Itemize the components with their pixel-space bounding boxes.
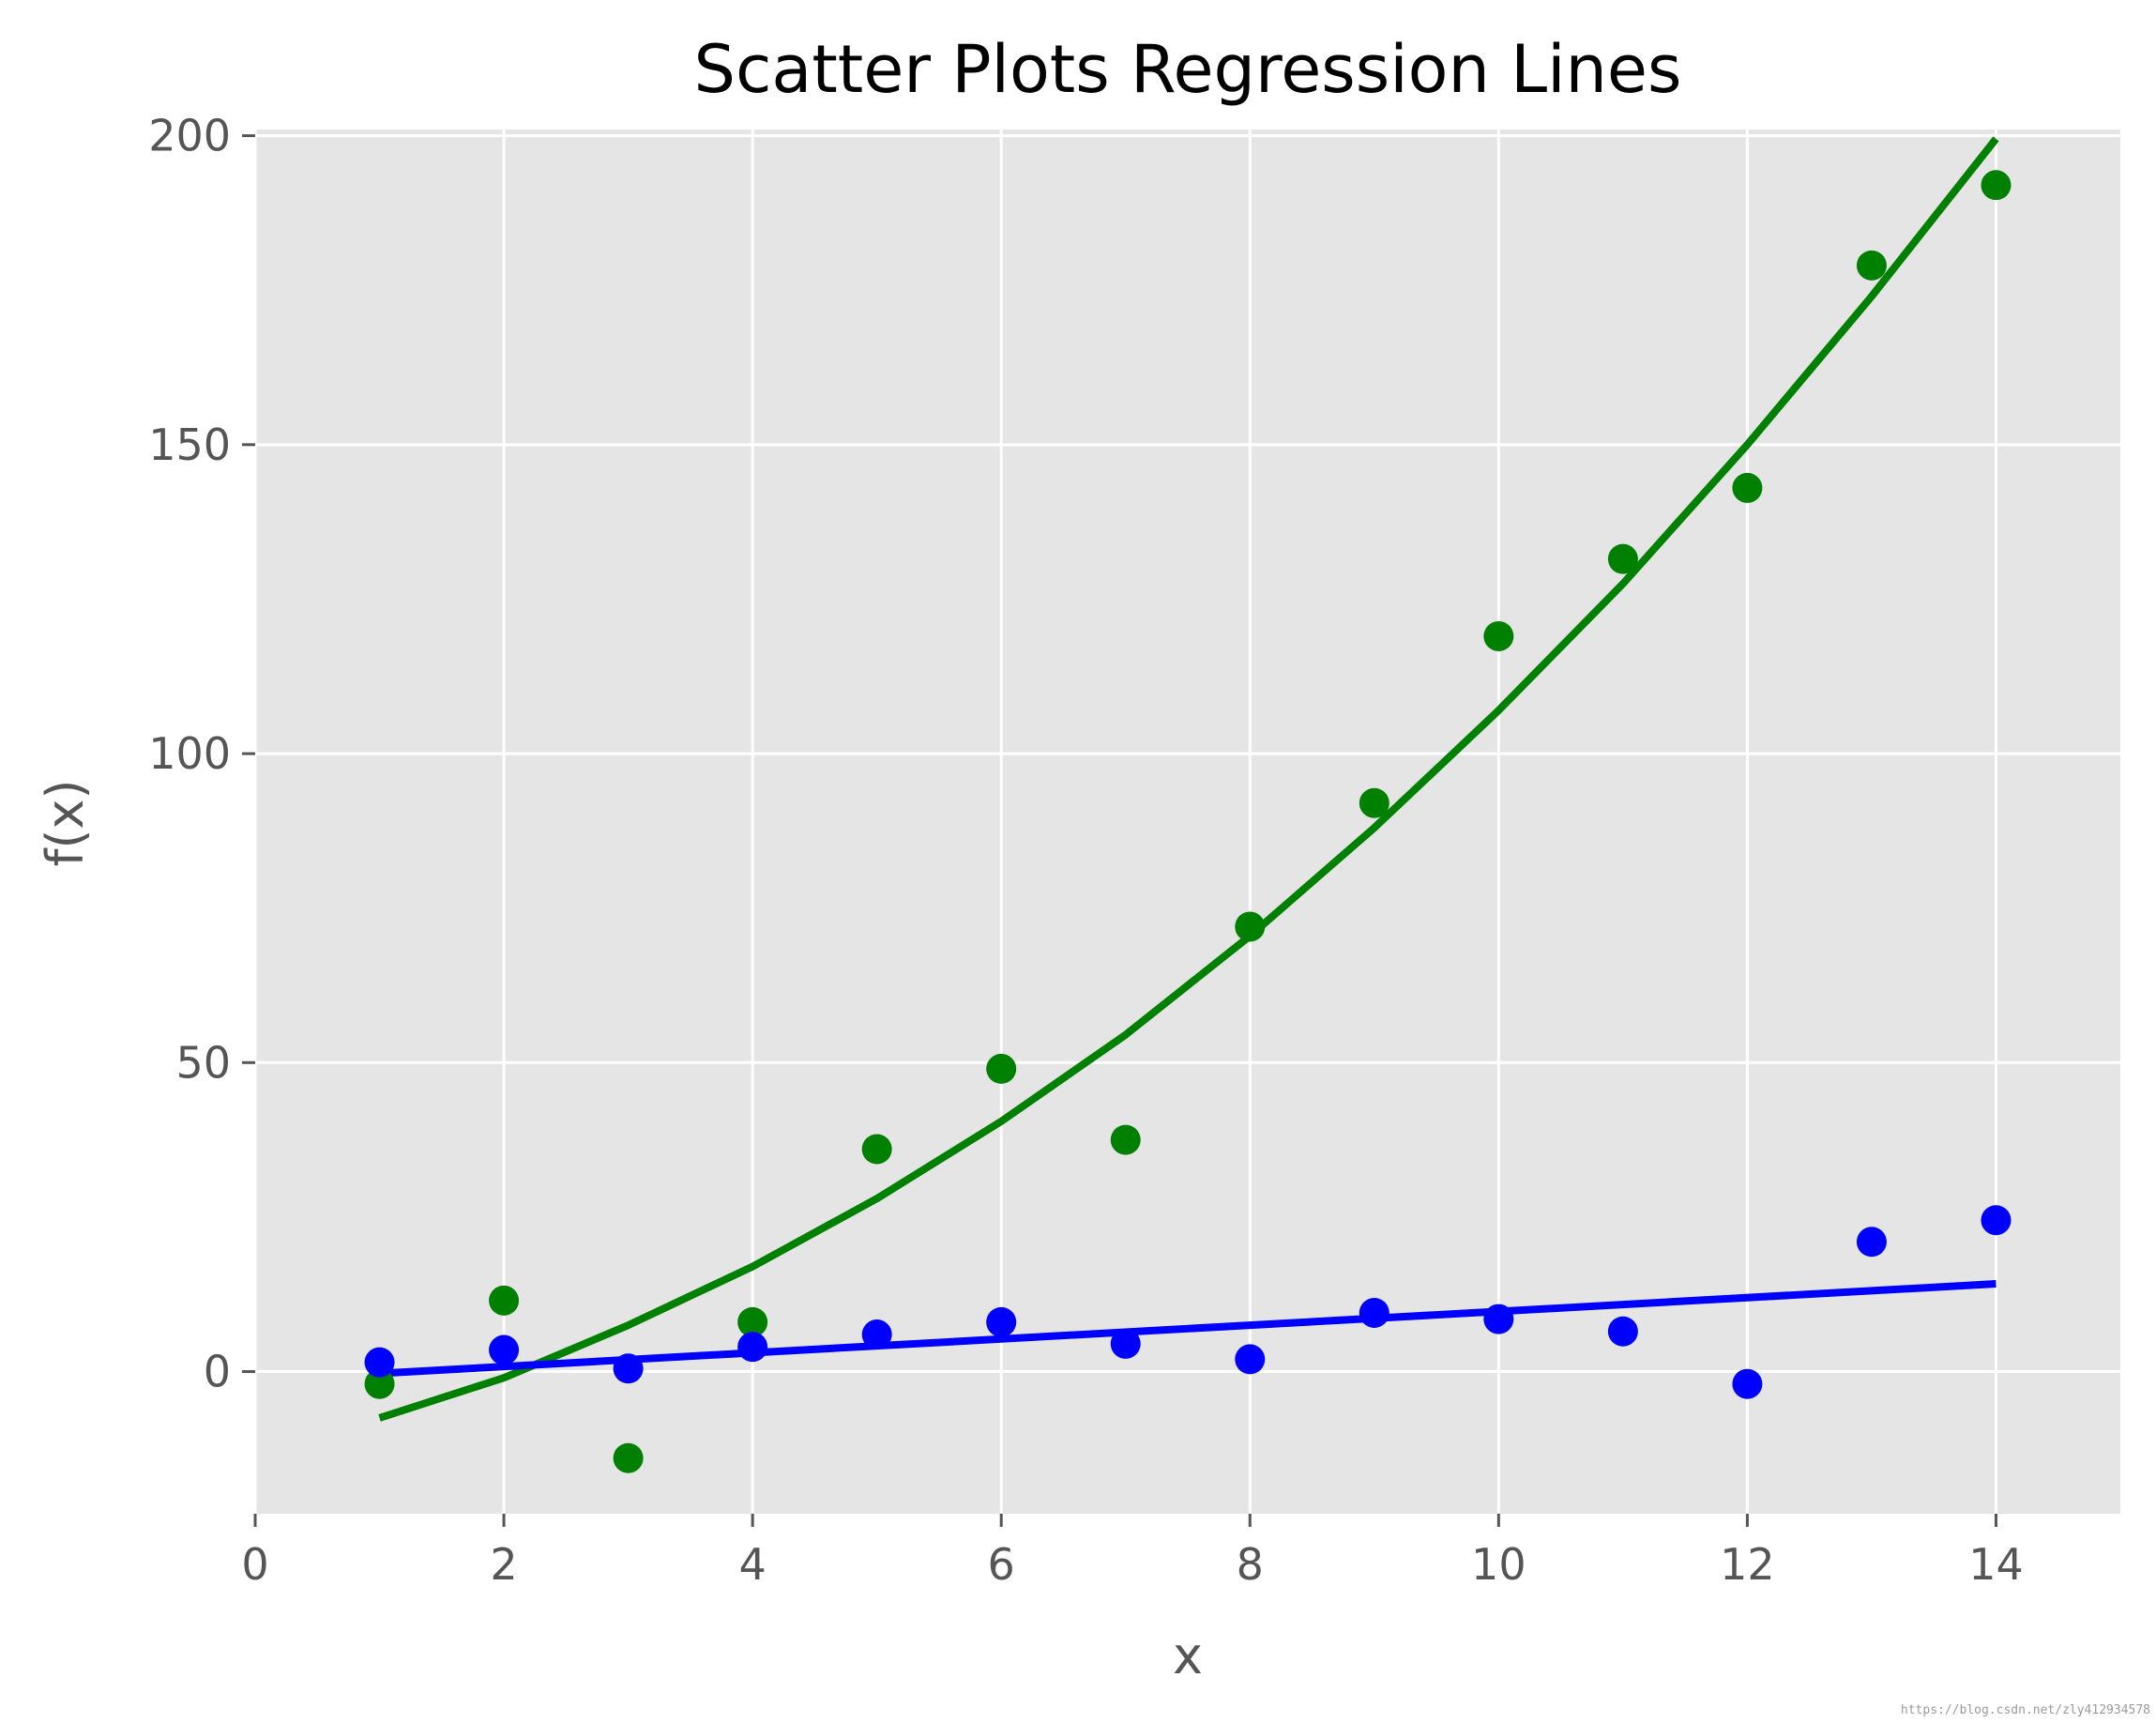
x-axis-label: x bbox=[1173, 1626, 1203, 1685]
watermark: https://blog.csdn.net/zly412934578 bbox=[1901, 1703, 2150, 1717]
blue-data-point bbox=[364, 1347, 395, 1378]
green-data-point bbox=[489, 1285, 520, 1316]
blue-regression-line bbox=[379, 1280, 1997, 1378]
x-tick-label: 10 bbox=[1471, 1539, 1526, 1590]
y-tick-label: 0 bbox=[204, 1347, 231, 1397]
green-data-point bbox=[1732, 472, 1763, 503]
blue-data-point bbox=[1110, 1328, 1141, 1359]
green-data-point bbox=[613, 1442, 644, 1473]
axes: 0 2 4 6 8 10 12 14 0 50 100 150 200 bbox=[148, 111, 2024, 1590]
blue-data-point bbox=[613, 1353, 644, 1384]
blue-data-point bbox=[1607, 1316, 1638, 1347]
x-tick-label: 12 bbox=[1720, 1539, 1775, 1590]
blue-data-point bbox=[1359, 1297, 1389, 1328]
plot-area bbox=[255, 130, 2120, 1514]
green-regression-line bbox=[378, 136, 1999, 1422]
blue-data-point bbox=[986, 1306, 1017, 1337]
green-data-point bbox=[1235, 911, 1266, 942]
grid bbox=[253, 130, 2120, 1514]
blue-data-point bbox=[737, 1332, 768, 1363]
green-data-point bbox=[1110, 1124, 1141, 1155]
green-data-point bbox=[861, 1134, 892, 1165]
green-data-point bbox=[1607, 543, 1638, 574]
green-data-point bbox=[1483, 620, 1514, 651]
green-data-point bbox=[1856, 250, 1887, 281]
green-data-point bbox=[364, 1368, 395, 1399]
blue-data-point bbox=[1235, 1344, 1266, 1375]
blue-data-point bbox=[1732, 1368, 1763, 1399]
blue-data-point bbox=[1856, 1227, 1887, 1258]
blue-data-point bbox=[1483, 1304, 1514, 1334]
data-marks bbox=[364, 136, 2012, 1473]
y-tick-label: 150 bbox=[148, 419, 231, 470]
y-tick-label: 100 bbox=[148, 728, 231, 779]
green-data-point bbox=[1981, 170, 2012, 201]
y-tick-label: 50 bbox=[175, 1037, 231, 1088]
y-axis-label: f(x) bbox=[36, 779, 95, 866]
blue-data-point bbox=[861, 1319, 892, 1350]
green-data-point bbox=[986, 1053, 1017, 1084]
x-tick-label: 2 bbox=[490, 1539, 517, 1590]
blue-data-point bbox=[1981, 1205, 2012, 1236]
x-tick-label: 0 bbox=[241, 1539, 268, 1590]
blue-data-point bbox=[489, 1334, 520, 1365]
green-data-point bbox=[1359, 787, 1389, 818]
x-tick-label: 14 bbox=[1968, 1539, 2024, 1590]
green-data-point bbox=[737, 1306, 768, 1337]
x-tick-label: 6 bbox=[988, 1539, 1015, 1590]
chart-title: Scatter Plots Regression Lines bbox=[694, 31, 1682, 108]
y-tick-label: 200 bbox=[148, 111, 231, 161]
x-tick-label: 4 bbox=[738, 1539, 766, 1590]
x-tick-label: 8 bbox=[1237, 1539, 1264, 1590]
